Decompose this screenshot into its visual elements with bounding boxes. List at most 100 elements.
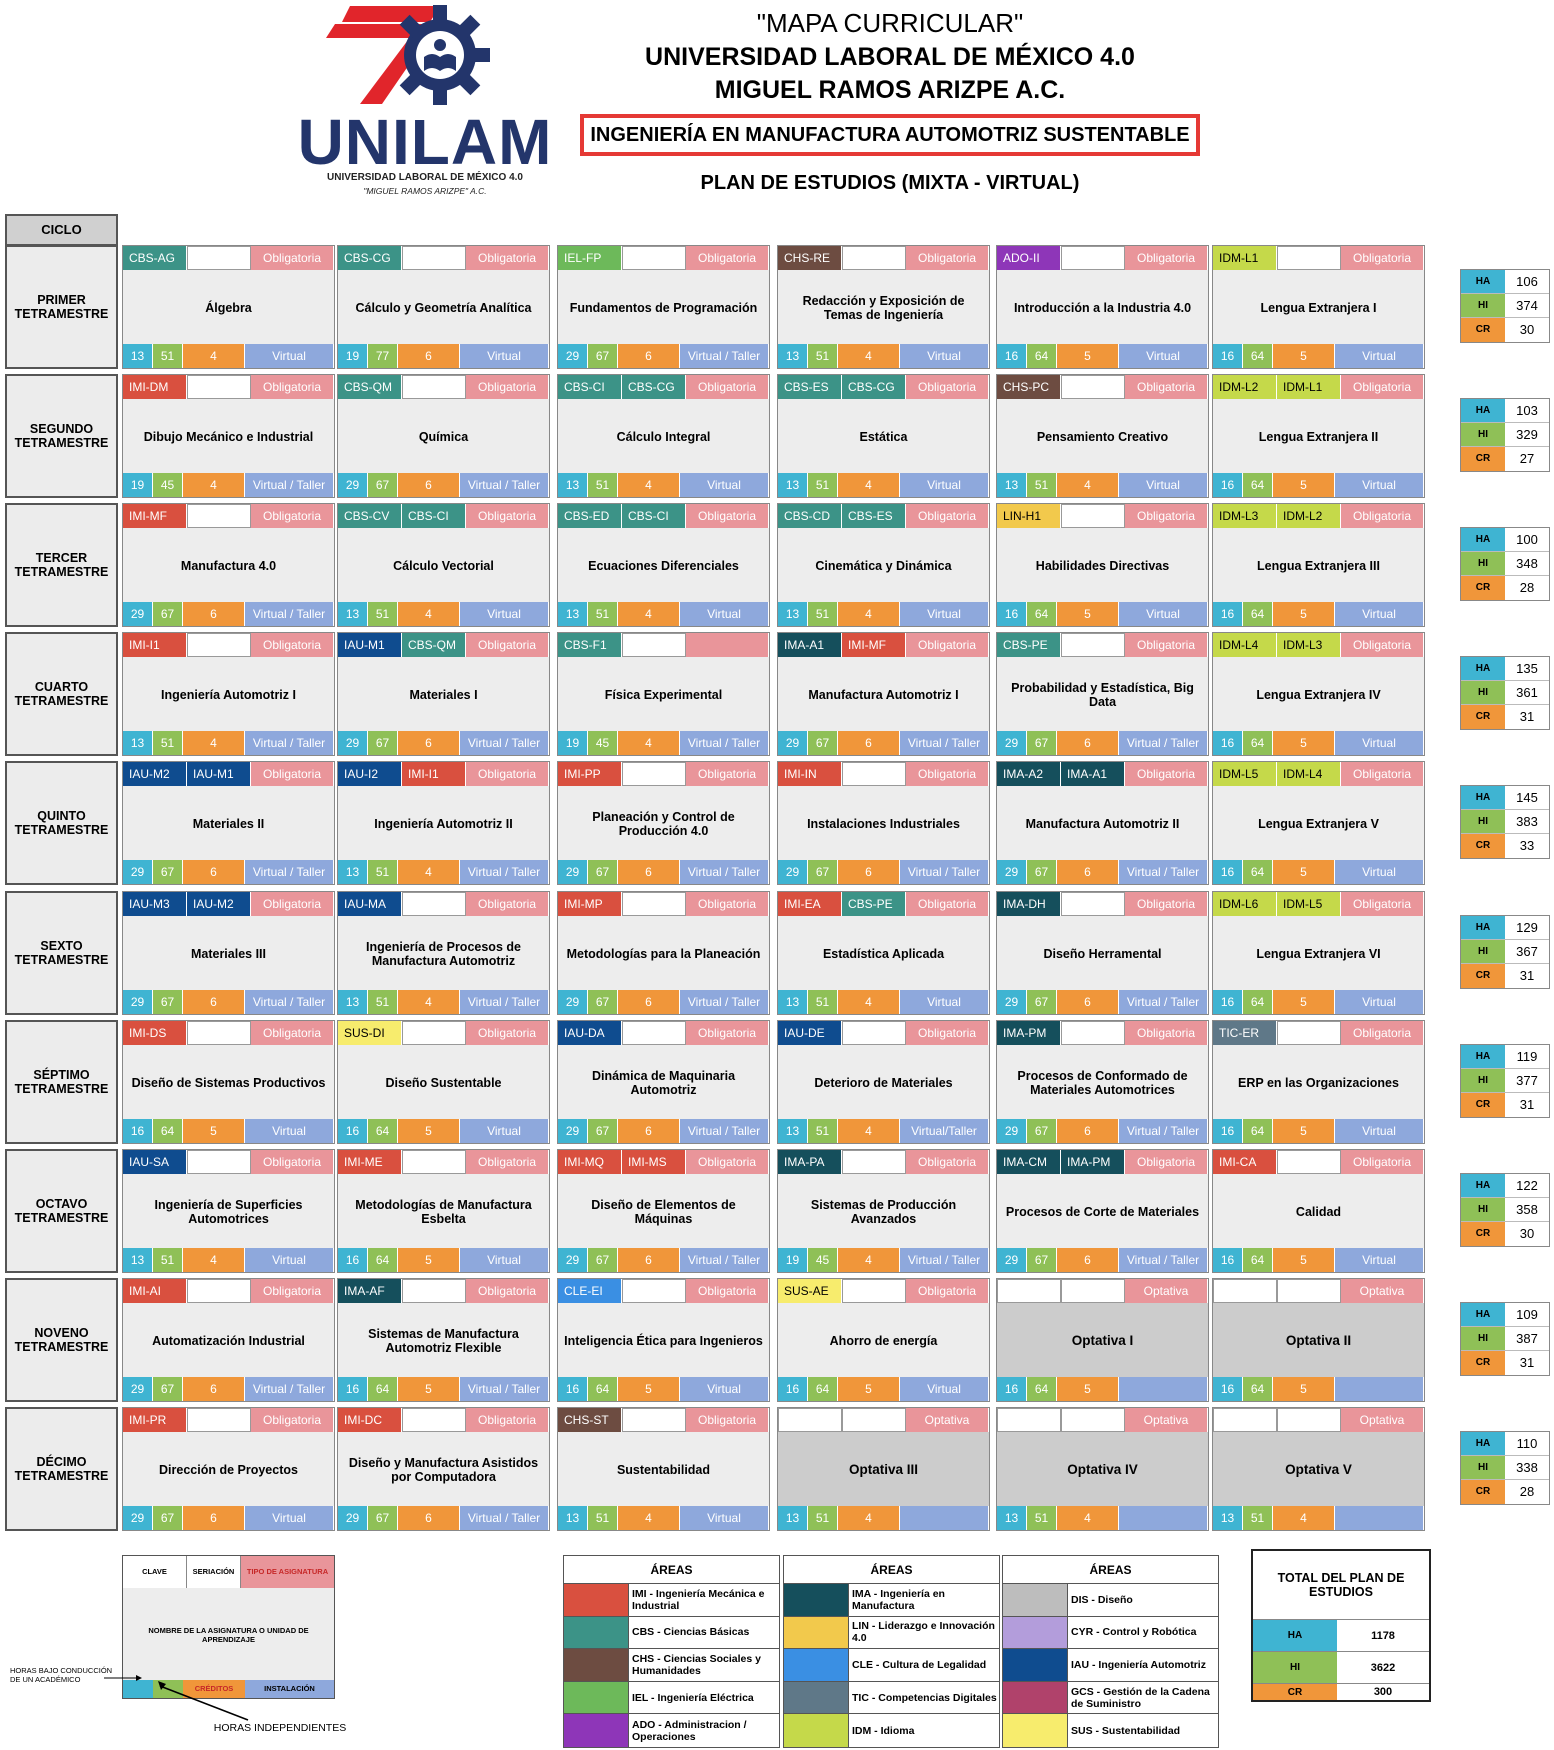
areas-header: ÁREAS: [1003, 1556, 1218, 1584]
course-ha: 19: [338, 344, 368, 368]
course-card[interactable]: IAU-M3 IAU-M2 Obligatoria Materiales III 29 6…: [122, 891, 335, 1015]
course-card[interactable]: SUS-DI Obligatoria Diseño Sustentable 16 64 5…: [337, 1020, 550, 1144]
course-installation: [1119, 1506, 1208, 1530]
course-card[interactable]: Optativa Optativa V 13 51 4: [1212, 1407, 1425, 1531]
course-card[interactable]: IDM-L6 IDM-L5 Obligatoria Lengua Extranjera…: [1212, 891, 1425, 1015]
course-key: CBS-CI: [558, 375, 622, 399]
course-name: Planeación y Control de Producción 4.0: [558, 786, 769, 862]
totals-cr-label: CR: [1461, 1093, 1505, 1117]
course-card[interactable]: IAU-M2 IAU-M1 Obligatoria Materiales II 29 67…: [122, 761, 335, 885]
course-card[interactable]: IMI-PR Obligatoria Dirección de Proyectos 2…: [122, 1407, 335, 1531]
course-prerequisite: [402, 1408, 466, 1432]
course-card[interactable]: IDM-L4 IDM-L3 Obligatoria Lengua Extranjera…: [1212, 632, 1425, 756]
course-name: Física Experimental: [558, 657, 769, 733]
course-card[interactable]: IMI-MP Obligatoria Metodologías para la Pl…: [557, 891, 770, 1015]
course-card[interactable]: CBS-CG Obligatoria Cálculo y Geometría Ana…: [337, 245, 550, 369]
course-card[interactable]: IAU-DA Obligatoria Dinámica de Maquinaria …: [557, 1020, 770, 1144]
course-card[interactable]: IMI-DS Obligatoria Diseño de Sistemas Prod…: [122, 1020, 335, 1144]
course-card[interactable]: CBS-ED CBS-CI Obligatoria Ecuaciones Difere…: [557, 503, 770, 627]
course-card[interactable]: IMI-CA Obligatoria Calidad 16 64 5 Virtual: [1212, 1149, 1425, 1273]
course-card[interactable]: IEL-FP Obligatoria Fundamentos de Programa…: [557, 245, 770, 369]
course-card[interactable]: IMI-PP Obligatoria Planeación y Control de…: [557, 761, 770, 885]
course-type: Obligatoria: [466, 504, 549, 528]
course-card[interactable]: IMI-ME Obligatoria Metodologías de Manufac…: [337, 1149, 550, 1273]
course-card[interactable]: IMA-CM IMA-PM Obligatoria Procesos de Corte…: [996, 1149, 1209, 1273]
course-card[interactable]: IMA-PM Obligatoria Procesos de Conformado …: [996, 1020, 1209, 1144]
course-ha: 19: [558, 731, 588, 755]
course-hi: 67: [588, 344, 618, 368]
course-card[interactable]: ADO-II Obligatoria Introducción a la Indus…: [996, 245, 1209, 369]
course-card[interactable]: IMI-MQ IMI-MS Obligatoria Diseño de Element…: [557, 1149, 770, 1273]
course-card[interactable]: IAU-SA Obligatoria Ingeniería de Superfici…: [122, 1149, 335, 1273]
course-card[interactable]: CBS-F1 Física Experimental 19 45 4 Virtual / …: [557, 632, 770, 756]
areas-table: ÁREAS DIS - Diseño CYR - Control y Robótic…: [1002, 1555, 1219, 1748]
course-prerequisite: [622, 1021, 686, 1045]
course-card[interactable]: CBS-CI CBS-CG Obligatoria Cálculo Integral 1…: [557, 374, 770, 498]
course-card[interactable]: IMI-IN Obligatoria Instalaciones Industria…: [777, 761, 990, 885]
course-card[interactable]: CBS-QM Obligatoria Química 29 67 6 Virtual / T…: [337, 374, 550, 498]
course-card[interactable]: IAU-MA Obligatoria Ingeniería de Procesos …: [337, 891, 550, 1015]
course-ha: 16: [338, 1377, 368, 1401]
course-card[interactable]: TIC-ER Obligatoria ERP en las Organizacion…: [1212, 1020, 1425, 1144]
totals-hi: 329: [1516, 427, 1538, 442]
course-card[interactable]: Optativa Optativa III 13 51 4: [777, 1407, 990, 1531]
course-card[interactable]: IMI-AI Obligatoria Automatización Industri…: [122, 1278, 335, 1402]
title-block: "MAPA CURRICULAR" UNIVERSIDAD LABORAL DE…: [620, 8, 1160, 105]
course-card[interactable]: Optativa Optativa II 16 64 5: [1212, 1278, 1425, 1402]
course-card[interactable]: Optativa Optativa I 16 64 5: [996, 1278, 1209, 1402]
course-installation: Virtual / Taller: [245, 990, 334, 1014]
course-card[interactable]: IMA-DH Obligatoria Diseño Herramental 29 67 6…: [996, 891, 1209, 1015]
totals-ha: 103: [1516, 403, 1538, 418]
logo-subtitle: UNIVERSIDAD LABORAL DE MÉXICO 4.0: [327, 172, 523, 183]
course-card[interactable]: IAU-I2 IMI-I1 Obligatoria Ingeniería Automo…: [337, 761, 550, 885]
course-card[interactable]: SUS-AE Obligatoria Ahorro de energía 16 64 5 V…: [777, 1278, 990, 1402]
totals-hi: 377: [1516, 1073, 1538, 1088]
course-ha: 29: [997, 990, 1027, 1014]
course-card[interactable]: IMI-I1 Obligatoria Ingeniería Automotriz I…: [122, 632, 335, 756]
university-name-2: MIGUEL RAMOS ARIZPE A.C.: [714, 76, 1066, 104]
area-swatch: [564, 1681, 629, 1714]
course-type: Obligatoria: [466, 633, 549, 657]
course-type: Obligatoria: [1341, 246, 1424, 270]
course-card[interactable]: IDM-L1 Obligatoria Lengua Extranjera I 16 64…: [1212, 245, 1425, 369]
course-card[interactable]: CHS-PC Obligatoria Pensamiento Creativo 13 5…: [996, 374, 1209, 498]
course-card[interactable]: IAU-DE Obligatoria Deterioro de Materiales…: [777, 1020, 990, 1144]
course-installation: Virtual / Taller: [460, 860, 549, 884]
course-key: IMI-MP: [558, 892, 622, 916]
course-card[interactable]: IMA-A1 IMI-MF Obligatoria Manufactura Autom…: [777, 632, 990, 756]
course-card[interactable]: CBS-CV CBS-CI Obligatoria Cálculo Vectorial…: [337, 503, 550, 627]
course-card[interactable]: CBS-ES CBS-CG Obligatoria Estática 13 51 4 Virt…: [777, 374, 990, 498]
course-card[interactable]: IDM-L5 IDM-L4 Obligatoria Lengua Extranjera…: [1212, 761, 1425, 885]
course-card[interactable]: CBS-AG Obligatoria Álgebra 13 51 4 Virtual: [122, 245, 335, 369]
course-name: Química: [338, 399, 549, 475]
course-card[interactable]: Optativa Optativa IV 13 51 4: [996, 1407, 1209, 1531]
course-card[interactable]: IMI-DM Obligatoria Dibujo Mecánico e Indus…: [122, 374, 335, 498]
course-name: Fundamentos de Programación: [558, 270, 769, 346]
course-credits: 5: [398, 1377, 460, 1401]
course-key: IMI-MQ: [558, 1150, 622, 1174]
course-card[interactable]: CHS-ST Obligatoria Sustentabilidad 13 51 4 Vir…: [557, 1407, 770, 1531]
course-card[interactable]: IMI-MF Obligatoria Manufactura 4.0 29 67 6 Vir…: [122, 503, 335, 627]
course-card[interactable]: CBS-PE Obligatoria Probabilidad y Estadíst…: [996, 632, 1209, 756]
course-card[interactable]: IDM-L3 IDM-L2 Obligatoria Lengua Extranjera…: [1212, 503, 1425, 627]
course-card[interactable]: CHS-RE Obligatoria Redacción y Exposición …: [777, 245, 990, 369]
totals-ha-label: HA: [1461, 1303, 1505, 1326]
course-card[interactable]: IDM-L2 IDM-L1 Obligatoria Lengua Extranjera…: [1212, 374, 1425, 498]
course-type: Obligatoria: [686, 375, 769, 399]
course-card[interactable]: CBS-CD CBS-ES Obligatoria Cinemática y Diná…: [777, 503, 990, 627]
course-key: IMI-MF: [123, 504, 187, 528]
course-ha: 29: [338, 473, 368, 497]
course-card[interactable]: CLE-EI Obligatoria Inteligencia Ética para…: [557, 1278, 770, 1402]
course-ha: 16: [558, 1377, 588, 1401]
course-card[interactable]: IMI-EA CBS-PE Obligatoria Estadística Aplic…: [777, 891, 990, 1015]
term-totals: HA 135 HI 361 CR 31: [1460, 656, 1550, 730]
course-card[interactable]: IMA-AF Obligatoria Sistemas de Manufactura…: [337, 1278, 550, 1402]
course-key: CHS-RE: [778, 246, 842, 270]
course-card[interactable]: IMA-A2 IMA-A1 Obligatoria Manufactura Autom…: [996, 761, 1209, 885]
course-card[interactable]: IAU-M1 CBS-QM Obligatoria Materiales I 29 67 6…: [337, 632, 550, 756]
course-type: Obligatoria: [686, 246, 769, 270]
course-hi: 51: [153, 344, 183, 368]
course-card[interactable]: IMA-PA Obligatoria Sistemas de Producción …: [777, 1149, 990, 1273]
course-card[interactable]: IMI-DC Obligatoria Diseño y Manufactura As…: [337, 1407, 550, 1531]
course-card[interactable]: LIN-H1 Obligatoria Habilidades Directivas 1…: [996, 503, 1209, 627]
